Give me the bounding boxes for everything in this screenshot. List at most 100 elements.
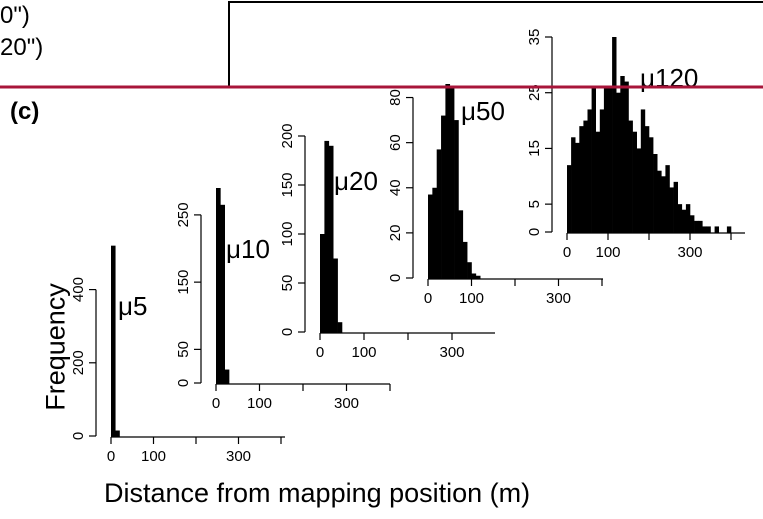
y-tick-label: 200 [279, 123, 296, 148]
cropped-label-top: 0") [0, 2, 30, 29]
panel-title: μ5 [118, 291, 147, 321]
y-tick-label: 0 [526, 228, 543, 236]
y-tick-label: 50 [279, 275, 296, 292]
histogram-bar [685, 204, 691, 233]
histogram-bar [690, 215, 695, 233]
y-tick-label: 0 [175, 379, 192, 387]
y-tick-label: 0 [279, 328, 296, 336]
histogram-bar [591, 87, 596, 233]
histogram-bar [669, 187, 674, 233]
histogram-panel: 0 100 300 0 20 40 60 80 μ50 [387, 84, 603, 307]
histogram-bar [216, 188, 221, 384]
histogram-bar [441, 115, 446, 279]
histogram-bar [681, 209, 687, 233]
histogram-bar [432, 187, 437, 279]
histogram-bar [620, 76, 625, 233]
x-tick-label: 100 [595, 244, 620, 261]
panel-title: μ10 [226, 234, 270, 264]
y-tick-label: 5 [526, 200, 543, 208]
x-tick-label: 300 [677, 244, 702, 261]
histogram-bar [657, 170, 662, 233]
histogram-bar [333, 258, 338, 333]
panel-title: μ20 [334, 166, 378, 196]
y-axis-label: Frequency [40, 283, 71, 411]
panel-title: μ50 [461, 96, 505, 126]
y-tick-label: 35 [526, 29, 543, 46]
histogram-bar [337, 322, 343, 333]
y-tick-label: 250 [175, 202, 192, 227]
x-tick-label: 100 [247, 395, 272, 412]
y-tick-label: 100 [279, 221, 296, 246]
histogram-bar [694, 220, 699, 233]
histogram-bar [462, 241, 468, 279]
histogram-panel: 0 100 300 0 200 400 μ5 [70, 245, 285, 465]
cropped-frame-line [228, 1, 763, 87]
histogram-bar [644, 126, 650, 233]
x-tick-label: 0 [424, 290, 432, 307]
x-tick-label: 100 [459, 290, 484, 307]
x-tick-label: 0 [107, 448, 115, 465]
histogram-bar [636, 148, 642, 233]
histogram-bar [632, 131, 637, 233]
y-tick-label: 60 [387, 134, 404, 151]
x-axis-label: Distance from mapping position (m) [104, 478, 531, 508]
histogram-bar [624, 81, 629, 233]
x-tick-label: 300 [226, 448, 251, 465]
histogram-bar [677, 204, 683, 233]
histogram-panel: 0 100 300 0 50 150 250 μ10 [175, 188, 391, 412]
histogram-bar [579, 126, 584, 233]
y-tick-label: 40 [387, 179, 404, 196]
histogram-bar [640, 109, 646, 233]
histogram-bar [608, 87, 613, 233]
x-tick-label: 300 [334, 395, 359, 412]
histogram-bar [587, 109, 592, 233]
histogram-bar [324, 140, 330, 333]
histogram-bar [449, 86, 455, 279]
cropped-label-second: 20") [0, 34, 44, 61]
histogram-bar [702, 226, 707, 233]
y-tick-label: 50 [175, 341, 192, 358]
histogram-bar [583, 120, 588, 233]
histogram-bar [454, 120, 459, 279]
histogram-bar [616, 92, 621, 234]
histogram-bar [698, 220, 703, 233]
histogram-bar [571, 137, 576, 233]
y-tick-label: 0 [387, 274, 404, 282]
histogram-bar [567, 165, 572, 233]
histogram-bar [661, 176, 666, 233]
y-tick-label: 200 [70, 350, 87, 375]
histogram-bar [475, 275, 481, 279]
histogram-bar [595, 131, 601, 233]
histogram-bar [458, 210, 464, 279]
y-tick-label: 400 [70, 277, 87, 302]
y-tick-label: 20 [387, 225, 404, 242]
x-tick-label: 100 [351, 344, 376, 361]
y-tick-label: 80 [387, 89, 404, 106]
x-tick-label: 300 [439, 344, 464, 361]
x-tick-label: 0 [563, 244, 571, 261]
histogram-bar [603, 87, 609, 233]
histogram-bar [628, 120, 633, 233]
histogram-bar [706, 226, 711, 233]
histogram-bar [320, 234, 325, 333]
histogram-bar [111, 245, 116, 437]
histogram-bar [575, 142, 580, 233]
histogram-bar [471, 273, 477, 279]
histogram-bar [726, 226, 732, 233]
panel-label: (c) [10, 98, 40, 125]
y-tick-label: 150 [175, 270, 192, 295]
histogram-bar [445, 84, 451, 279]
x-tick-label: 0 [212, 395, 220, 412]
histogram-bar [665, 165, 670, 233]
y-tick-label: 0 [70, 432, 87, 440]
x-tick-label: 0 [316, 344, 324, 361]
histogram-bar [673, 181, 678, 233]
histogram-bar [599, 109, 605, 233]
histogram-bar [115, 430, 120, 437]
histogram-bar [714, 226, 719, 233]
histogram-bar [653, 154, 658, 233]
